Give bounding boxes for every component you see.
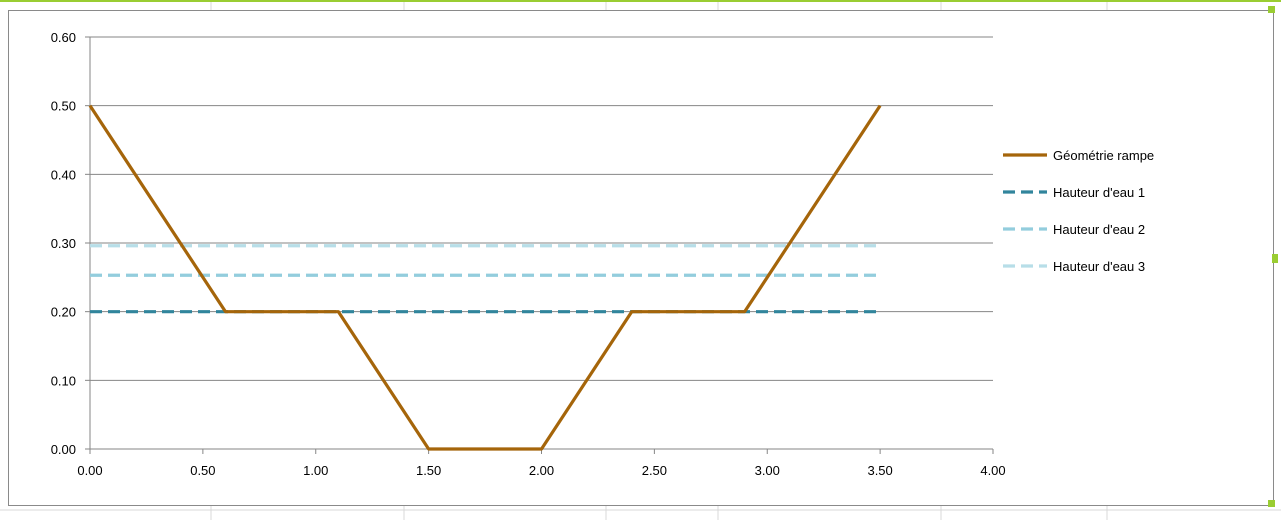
x-tick-label: 3.00 <box>755 463 780 478</box>
x-tick-label: 0.50 <box>190 463 215 478</box>
y-tick-label: 0.20 <box>51 305 76 320</box>
x-tick-label: 1.00 <box>303 463 328 478</box>
y-tick-label: 0.60 <box>51 30 76 45</box>
gridlines <box>90 36 993 381</box>
x-tick-label: 4.00 <box>980 463 1005 478</box>
legend-label: Hauteur d'eau 1 <box>1053 185 1145 200</box>
chart-area[interactable] <box>8 10 1274 506</box>
x-tick-label: 2.00 <box>529 463 554 478</box>
legend-label: Hauteur d'eau 2 <box>1053 222 1145 237</box>
series-line-geometrie-rampe <box>88 104 882 451</box>
legend: Géométrie rampe Hauteur d'eau 1 Hauteur d'… <box>1003 148 1154 274</box>
y-tick-label: 0.30 <box>51 236 76 251</box>
x-axis-tick-labels: 0.00 0.50 1.00 1.50 2.00 2.50 3.00 3.50 4.00 <box>77 463 1005 478</box>
legend-label: Géométrie rampe <box>1053 148 1154 163</box>
y-tick-label: 0.10 <box>51 373 76 388</box>
x-tick-label: 0.00 <box>77 463 102 478</box>
x-tick-label: 1.50 <box>416 463 441 478</box>
y-tick-label: 0.50 <box>51 99 76 114</box>
resize-handle-bottom-right[interactable] <box>1268 500 1275 507</box>
x-tick-label: 3.50 <box>867 463 892 478</box>
series-lines <box>88 104 882 451</box>
legend-label: Hauteur d'eau 3 <box>1053 259 1145 274</box>
y-tick-label: 0.00 <box>51 442 76 457</box>
x-tick-label: 2.50 <box>642 463 667 478</box>
resize-handle-right[interactable] <box>1272 254 1278 263</box>
resize-handle-top-right[interactable] <box>1268 6 1275 13</box>
y-axis-tick-labels: 0.00 0.10 0.20 0.30 0.40 0.50 0.60 <box>51 30 76 457</box>
y-tick-label: 0.40 <box>51 167 76 182</box>
